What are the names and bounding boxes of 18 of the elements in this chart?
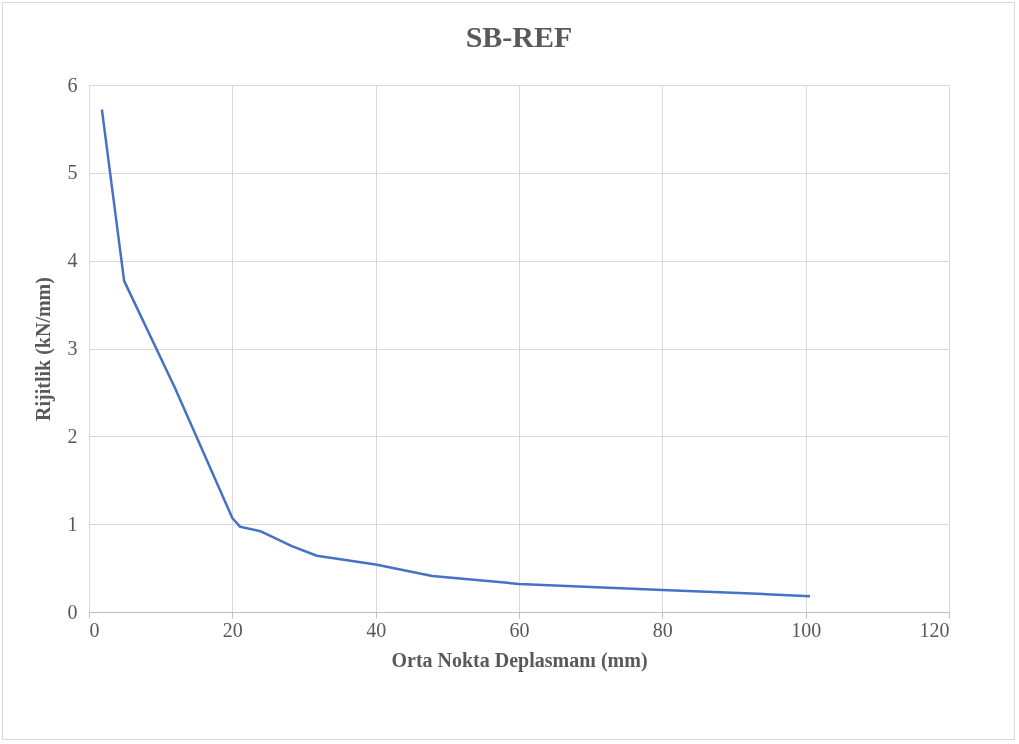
x-tick-label: 0 — [89, 618, 100, 641]
x-tick-label: 120 — [919, 618, 950, 641]
x-tick-label: 80 — [652, 618, 673, 641]
y-tick-label: 3 — [67, 337, 78, 359]
y-tick-label: 1 — [67, 512, 78, 535]
x-axis-title: Orta Nokta Deplasmanı (mm) — [391, 648, 648, 672]
x-tick-label: 20 — [222, 618, 243, 641]
y-axis-title: Rijitlik (kN/mm) — [31, 277, 55, 421]
y-tick-label: 4 — [67, 249, 78, 272]
x-tick-label: 60 — [509, 618, 530, 641]
y-tick-label: 2 — [67, 424, 78, 447]
y-tick-label: 6 — [67, 73, 78, 96]
line-series — [100, 108, 812, 598]
x-tick-label: 100 — [791, 618, 822, 641]
y-tick-label: 5 — [67, 161, 78, 184]
y-tick-label: 0 — [67, 600, 78, 623]
x-tick-label: 40 — [366, 618, 387, 641]
chart-title: SB-REF — [465, 20, 573, 53]
